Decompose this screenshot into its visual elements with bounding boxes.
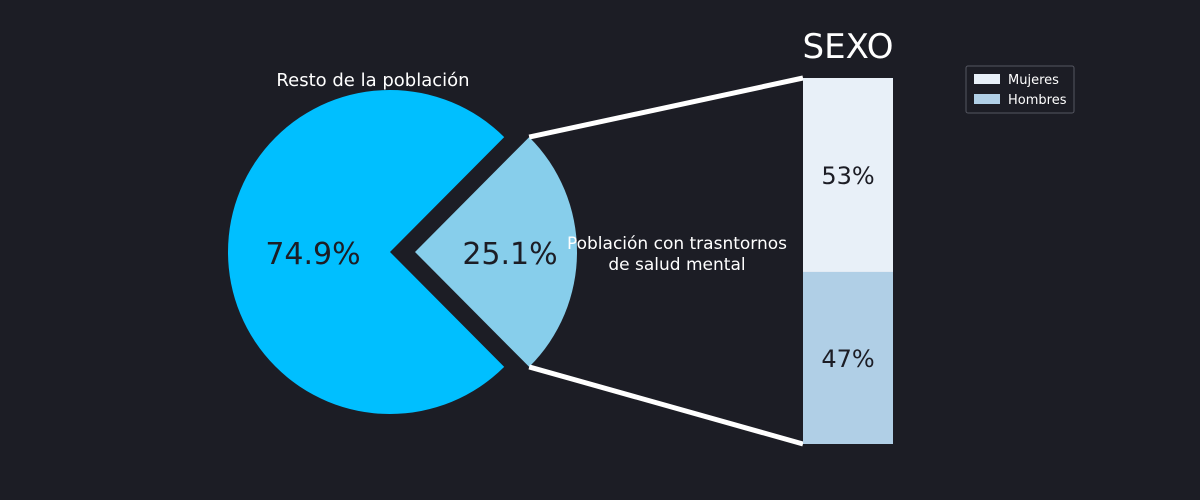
- pie-slice-resto: [227, 90, 505, 415]
- legend-swatch-mujeres: [974, 74, 1000, 84]
- bar-value-label-hombres: 47%: [821, 345, 874, 373]
- pie-chart: 74.9% 25.1% Resto de la población Poblac…: [227, 70, 787, 415]
- connector-line-top: [528, 75, 804, 140]
- pie-value-label-resto: 74.9%: [265, 237, 360, 272]
- legend-label-hombres: Hombres: [1008, 93, 1067, 108]
- legend-swatch-hombres: [974, 94, 1000, 104]
- pie-slice-trastornos: [415, 137, 577, 367]
- bar-title: SEXO: [803, 27, 894, 67]
- pie-category-label-trastornos-line1: Población con trasntornos: [567, 234, 787, 254]
- bar-segment-mujeres: [803, 78, 893, 272]
- pie-value-label-trastornos: 25.1%: [462, 237, 557, 272]
- connector-line-bottom: [528, 364, 804, 447]
- bar-segment-hombres: [803, 271, 893, 444]
- legend: Mujeres Hombres: [965, 65, 1075, 114]
- pie-category-label-trastornos-line2: de salud mental: [608, 255, 745, 275]
- stacked-bar-chart: SEXO 53% 47%: [803, 27, 894, 444]
- pie-category-label-resto: Resto de la población: [276, 70, 469, 91]
- legend-label-mujeres: Mujeres: [1008, 73, 1059, 88]
- bar-value-label-mujeres: 53%: [821, 162, 874, 190]
